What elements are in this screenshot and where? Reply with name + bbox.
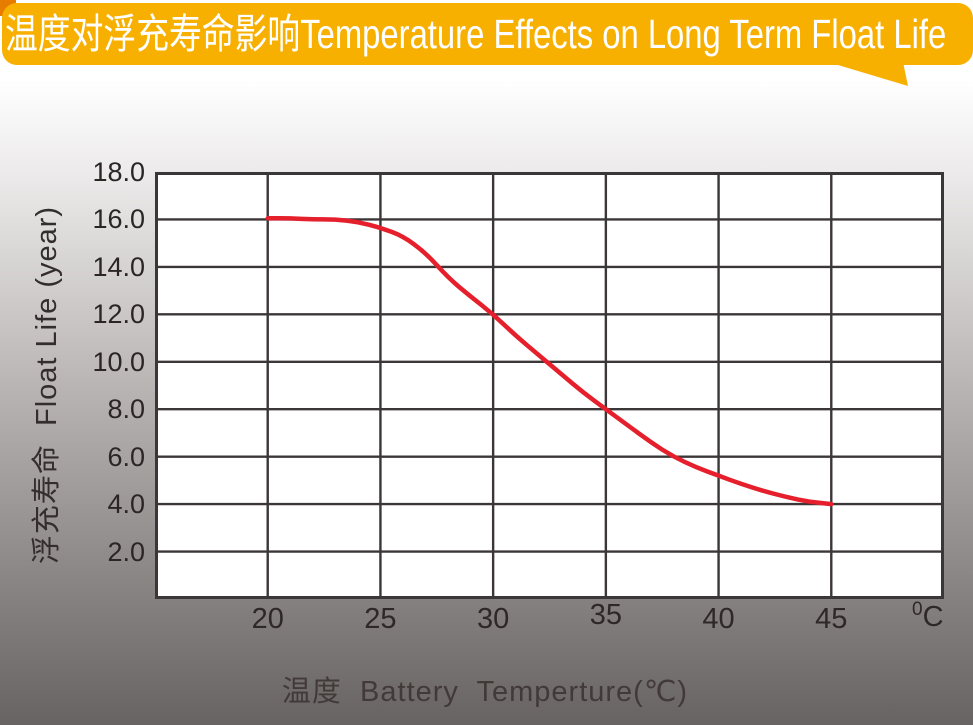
float-life-curve bbox=[265, 216, 834, 507]
y-tick-label: 10.0 bbox=[92, 346, 145, 377]
x-tick-label: 35 bbox=[589, 599, 622, 631]
x-tick-label: 25 bbox=[364, 603, 397, 635]
y-tick-label: 14.0 bbox=[92, 251, 145, 282]
y-tick-label: 12.0 bbox=[92, 299, 145, 330]
y-tick-label: 18.0 bbox=[92, 157, 145, 187]
banner-tail-shape bbox=[828, 62, 908, 86]
y-tick-label: 4.0 bbox=[107, 489, 145, 520]
x-axis-unit-label: 0C bbox=[912, 599, 944, 634]
y-tick-label: 8.0 bbox=[107, 394, 145, 425]
y-tick-label: 6.0 bbox=[107, 441, 145, 472]
title-banner: 温度对浮充寿命影响Temperature Effects on Long Ter… bbox=[2, 3, 973, 65]
degree-sup: 0 bbox=[912, 599, 923, 620]
x-tick-label: 30 bbox=[477, 603, 510, 635]
plot-area bbox=[155, 172, 944, 599]
y-axis-title: 浮充寿命 Float Life (year) bbox=[31, 205, 63, 565]
x-tick-label: 20 bbox=[251, 603, 284, 635]
x-tick-label: 40 bbox=[702, 603, 735, 635]
page-title: 温度对浮充寿命影响Temperature Effects on Long Ter… bbox=[5, 11, 947, 57]
x-axis-title: 温度 Battery Temperture(℃) bbox=[281, 676, 689, 708]
y-tick-label: 2.0 bbox=[107, 536, 145, 567]
celsius-letter: C bbox=[922, 601, 944, 633]
float-life-chart bbox=[155, 172, 944, 599]
plot-border bbox=[155, 172, 944, 599]
x-tick-label: 45 bbox=[815, 603, 848, 635]
y-tick-label: 16.0 bbox=[92, 204, 145, 235]
